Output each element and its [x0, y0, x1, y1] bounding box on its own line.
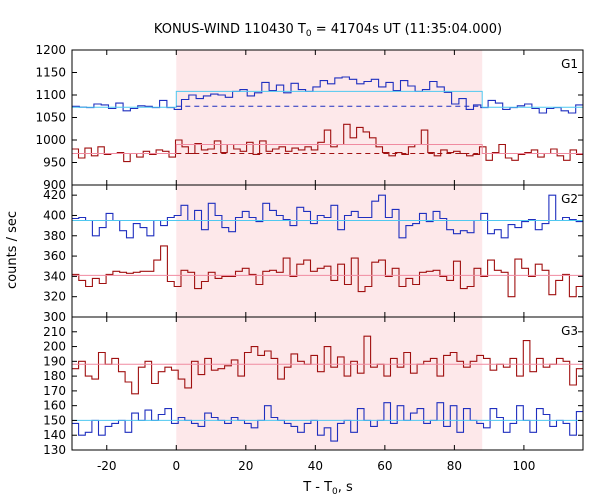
chart-title-main: KONUS-WIND 110430 T [154, 22, 306, 37]
chart-title: KONUS-WIND 110430 T0 = 41704s UT (11:35:… [154, 22, 502, 39]
x-axis-label: T - T0, s [302, 480, 353, 497]
y-tick-label: 1050 [35, 111, 66, 125]
series-blue-line [72, 76, 583, 114]
y-tick-label: 210 [43, 325, 66, 339]
y-tick-label: 1150 [35, 66, 66, 80]
y-tick-label: 420 [43, 188, 66, 202]
fit-line-pink [72, 144, 583, 154]
x-tick-label: 80 [447, 459, 462, 473]
x-tick-label: 0 [172, 459, 180, 473]
y-tick-label: 900 [43, 178, 66, 192]
y-axis-label: counts / sec [5, 211, 20, 289]
x-tick-label: 20 [238, 459, 253, 473]
y-tick-label: 400 [43, 208, 66, 222]
series-red-line [72, 335, 583, 395]
y-tick-label: 300 [43, 310, 66, 324]
x-tick-label: 100 [512, 459, 535, 473]
panel-frame [71, 316, 584, 451]
shaded-interval [176, 50, 483, 185]
y-tick-label: 320 [43, 290, 66, 304]
y-tick-label: 180 [43, 369, 66, 383]
x-axis-label-rest: , s [338, 480, 353, 495]
x-tick-label: -20 [97, 459, 117, 473]
fit-line-light_blue [72, 90, 583, 108]
y-tick-label: 1000 [35, 133, 66, 147]
chart-title-subscript: 0 [306, 29, 312, 39]
chart-title-rest: = 41704s UT (11:35:04.000) [312, 22, 502, 37]
y-tick-label: 380 [43, 229, 66, 243]
series-red-line [72, 123, 583, 163]
y-tick-label: 1100 [35, 88, 66, 102]
y-tick-label: 160 [43, 399, 66, 413]
shaded-interval [176, 185, 483, 317]
panel-g1: 900 950 1000 1050 1100 1150 1200 G1 [35, 43, 584, 192]
series-red-line [72, 245, 583, 298]
y-tick-label: 170 [43, 384, 66, 398]
y-tick-label: 150 [43, 413, 66, 427]
y-tick-label: 340 [43, 269, 66, 283]
y-tick-label: 360 [43, 249, 66, 263]
x-axis-label-main: T - T [302, 480, 332, 495]
y-tick-label: 130 [43, 443, 66, 457]
panel-label: G2 [561, 192, 578, 206]
y-tick-label: 190 [43, 354, 66, 368]
x-axis-label-subscript: 0 [332, 487, 338, 497]
y-tick-label: 200 [43, 340, 66, 354]
y-tick-label: 1200 [35, 43, 66, 57]
series-blue-line [72, 402, 583, 442]
panel-label: G3 [561, 324, 578, 338]
x-tick-label: 40 [308, 459, 323, 473]
y-tick-label: 950 [43, 156, 66, 170]
panel-label: G1 [561, 57, 578, 71]
plot-area: 90095010001050110011501200G1300320340360… [35, 43, 584, 473]
shaded-interval [176, 317, 483, 450]
y-tick-label: 140 [43, 428, 66, 442]
x-tick-label: 60 [377, 459, 392, 473]
panel-g2: 300 320 340 360 380 400 420 G2 [43, 184, 584, 324]
